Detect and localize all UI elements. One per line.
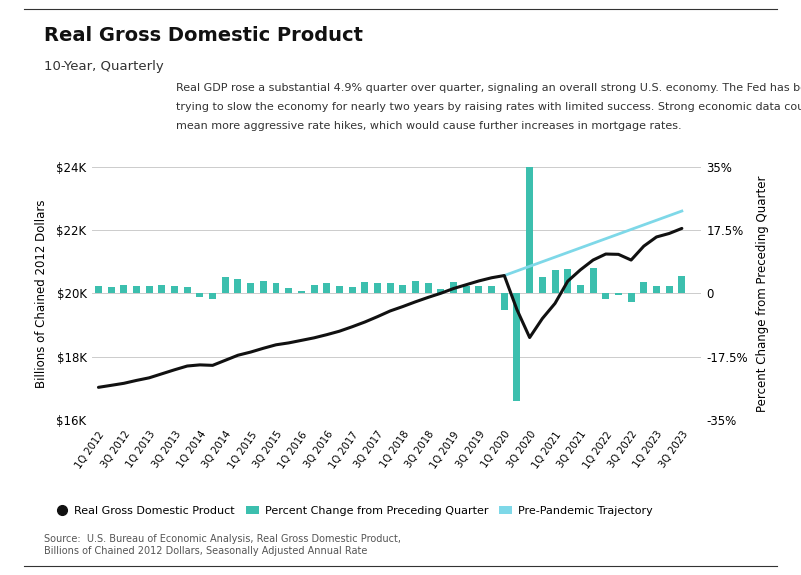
- Bar: [488, 286, 495, 293]
- Legend: Real Gross Domestic Product, Percent Change from Preceding Quarter, Pre-Pandemic: Real Gross Domestic Product, Percent Cha…: [50, 501, 657, 520]
- Bar: [120, 285, 127, 293]
- Bar: [628, 293, 634, 301]
- Bar: [235, 279, 241, 293]
- Bar: [577, 285, 584, 293]
- Bar: [324, 283, 330, 293]
- Bar: [374, 283, 381, 293]
- Text: trying to slow the economy for nearly two years by raising rates with limited su: trying to slow the economy for nearly tw…: [176, 102, 801, 112]
- Bar: [425, 283, 432, 293]
- Bar: [590, 268, 597, 293]
- Y-axis label: Billions of Chained 2012 Dollars: Billions of Chained 2012 Dollars: [35, 199, 48, 388]
- Bar: [678, 275, 686, 293]
- Bar: [209, 293, 216, 298]
- Text: Real GDP rose a substantial 4.9% quarter over quarter, signaling an overall stro: Real GDP rose a substantial 4.9% quarter…: [176, 83, 801, 93]
- Bar: [361, 282, 368, 293]
- Bar: [95, 286, 102, 293]
- Text: Real Gross Domestic Product: Real Gross Domestic Product: [44, 26, 363, 45]
- Bar: [336, 286, 343, 293]
- Bar: [564, 269, 571, 293]
- Bar: [348, 287, 356, 293]
- Bar: [107, 287, 115, 293]
- Bar: [539, 277, 545, 293]
- Bar: [615, 293, 622, 296]
- Bar: [387, 283, 393, 293]
- Bar: [298, 291, 305, 293]
- Bar: [171, 286, 178, 293]
- Bar: [222, 277, 229, 293]
- Bar: [400, 285, 406, 293]
- Bar: [272, 283, 280, 293]
- Bar: [248, 283, 254, 293]
- Text: Source:  U.S. Bureau of Economic Analysis, Real Gross Domestic Product,: Source: U.S. Bureau of Economic Analysis…: [44, 534, 401, 543]
- Bar: [666, 286, 673, 293]
- Bar: [196, 293, 203, 297]
- Bar: [437, 289, 445, 293]
- Bar: [159, 285, 165, 293]
- Bar: [463, 286, 469, 293]
- Bar: [183, 287, 191, 293]
- Text: Billions of Chained 2012 Dollars, Seasonally Adjusted Annual Rate: Billions of Chained 2012 Dollars, Season…: [44, 546, 368, 555]
- Bar: [450, 282, 457, 293]
- Bar: [311, 285, 317, 293]
- Bar: [653, 286, 660, 293]
- Bar: [476, 286, 482, 293]
- Bar: [640, 282, 647, 293]
- Bar: [501, 293, 508, 310]
- Bar: [602, 293, 610, 299]
- Bar: [526, 166, 533, 293]
- Bar: [412, 281, 419, 293]
- Bar: [552, 270, 558, 293]
- Text: 10-Year, Quarterly: 10-Year, Quarterly: [44, 60, 164, 74]
- Text: mean more aggressive rate hikes, which would cause further increases in mortgage: mean more aggressive rate hikes, which w…: [176, 121, 682, 131]
- Bar: [146, 286, 153, 293]
- Bar: [513, 293, 521, 401]
- Bar: [133, 286, 140, 293]
- Bar: [285, 288, 292, 293]
- Bar: [260, 281, 267, 293]
- Y-axis label: Percent Change from Preceding Quarter: Percent Change from Preceding Quarter: [756, 175, 770, 412]
